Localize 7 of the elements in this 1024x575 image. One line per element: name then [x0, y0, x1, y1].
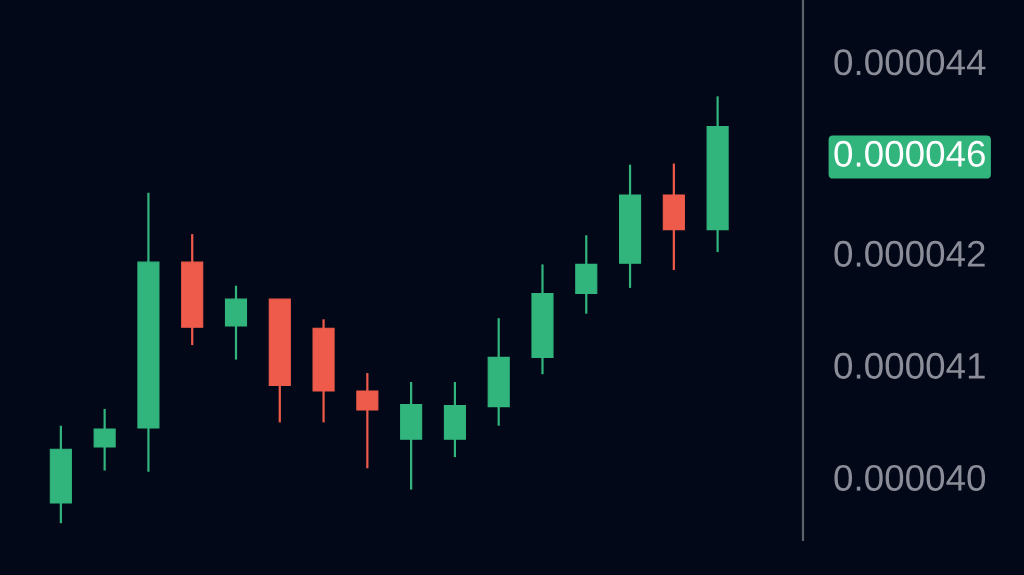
y-tick-label: 0.000040	[834, 464, 986, 491]
y-tick-label: 0.000042	[834, 240, 985, 267]
y-tick-label: 0.000041	[834, 352, 985, 379]
y-tick-label: 0.000044	[834, 49, 986, 76]
candlestick	[93, 407, 116, 472]
candlestick	[356, 371, 379, 470]
text: 0.000046	[834, 140, 985, 167]
